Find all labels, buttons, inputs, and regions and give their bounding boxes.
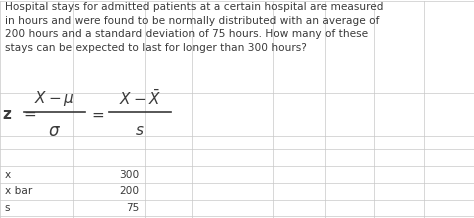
Text: $=$: $=$ <box>89 107 105 122</box>
Text: $\mathbf{z}$  $=$: $\mathbf{z}$ $=$ <box>2 107 37 122</box>
Text: $\sigma$: $\sigma$ <box>48 122 61 140</box>
Text: 75: 75 <box>127 203 140 213</box>
Text: 200: 200 <box>120 186 140 196</box>
Text: x bar: x bar <box>5 186 32 196</box>
Text: $s$: $s$ <box>135 123 145 138</box>
Text: x: x <box>5 170 11 179</box>
Text: $X - \mu$: $X - \mu$ <box>34 89 75 108</box>
Text: 300: 300 <box>119 170 140 179</box>
Text: Hospital stays for admitted patients at a certain hospital are measured
in hours: Hospital stays for admitted patients at … <box>5 2 383 53</box>
Text: $X - \bar{X}$: $X - \bar{X}$ <box>118 89 161 108</box>
Text: s: s <box>5 203 10 213</box>
